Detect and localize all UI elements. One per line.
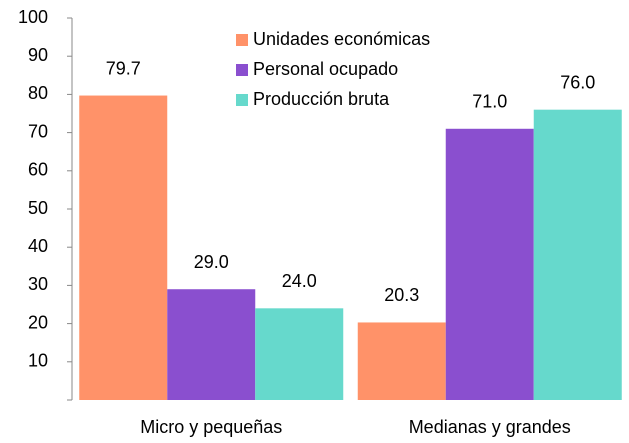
y-tick-label: 40 [28, 236, 48, 256]
bar [167, 289, 256, 400]
y-tick-label: 90 [28, 45, 48, 65]
legend-swatch [236, 94, 248, 106]
legend-swatch [236, 34, 248, 46]
y-tick-label: 100 [18, 7, 48, 27]
legend-label: Unidades económicas [253, 29, 430, 49]
bar [255, 308, 344, 400]
y-tick-label: 60 [28, 160, 48, 180]
y-tick-label: 50 [28, 198, 48, 218]
value-label: 76.0 [560, 72, 595, 92]
y-tick-label: 80 [28, 83, 48, 103]
bar [79, 95, 168, 401]
legend-label: Producción bruta [253, 89, 390, 109]
y-tick-label: 70 [28, 121, 48, 141]
value-label: 24.0 [282, 271, 317, 291]
value-label: 79.7 [106, 58, 141, 78]
bar [445, 128, 534, 400]
bar [357, 322, 446, 400]
y-tick-label: 30 [28, 274, 48, 294]
legend-label: Personal ocupado [253, 59, 398, 79]
value-label: 71.0 [472, 92, 507, 112]
value-label: 20.3 [384, 285, 419, 305]
bar [533, 109, 622, 401]
y-tick-label: 10 [28, 351, 48, 371]
value-label: 29.0 [194, 252, 229, 272]
y-tick-label: 20 [28, 312, 48, 332]
legend-swatch [236, 64, 248, 76]
x-tick-label: Micro y pequeñas [140, 417, 282, 437]
x-tick-label: Medianas y grandes [409, 417, 571, 437]
